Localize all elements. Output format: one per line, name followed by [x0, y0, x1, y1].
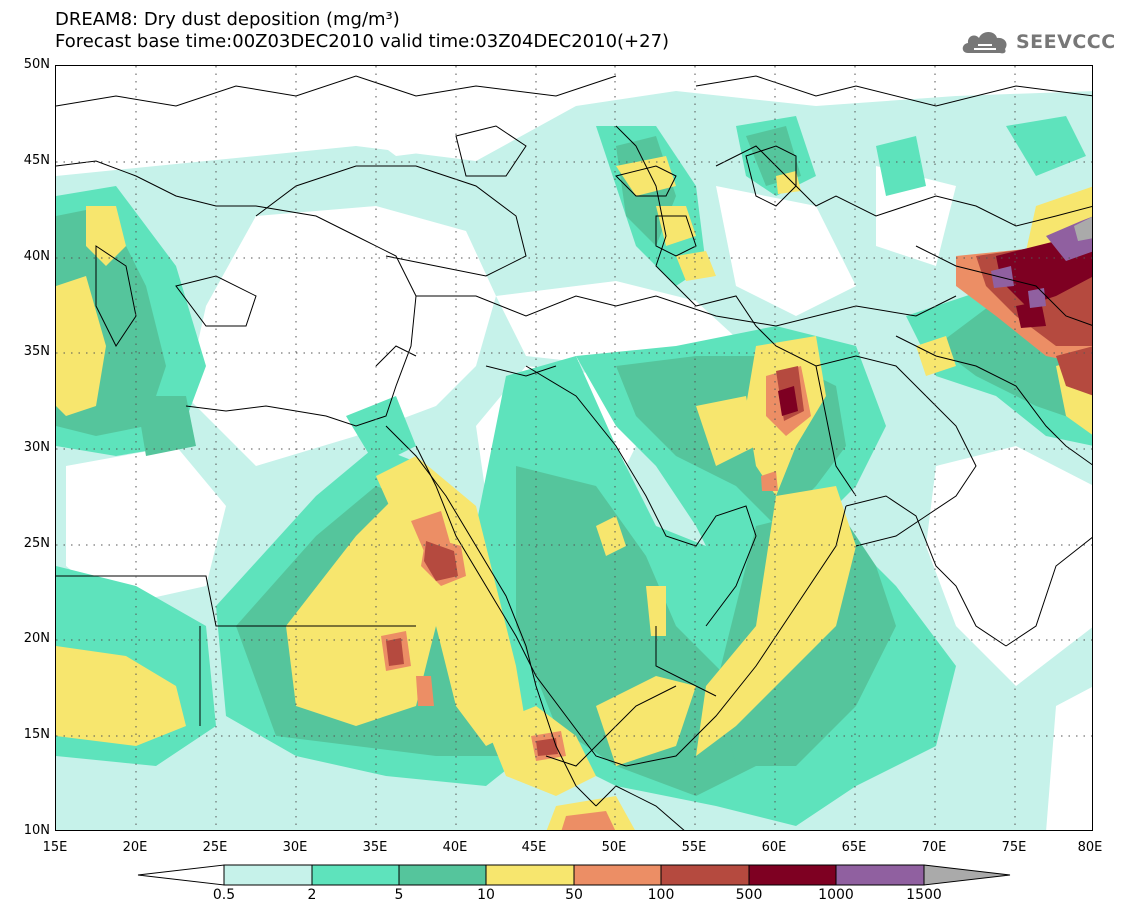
lon-label: 80E — [1077, 840, 1103, 855]
map-title: DREAM8: Dry dust deposition (mg/m³) — [55, 9, 400, 30]
colorbar-label: 50 — [565, 887, 583, 903]
lon-label: 40E — [442, 840, 468, 855]
colorbar-under-triangle — [137, 864, 225, 886]
colorbar-label: 10 — [477, 887, 495, 903]
dust-deposition-field — [56, 66, 1092, 830]
colorbar-swatch — [835, 864, 925, 886]
lon-label: 30E — [282, 840, 308, 855]
colorbar-over-triangle — [923, 864, 1011, 886]
colorbar-swatch — [660, 864, 750, 886]
colorbar-label: 5 — [394, 887, 404, 903]
colorbar-swatch — [573, 864, 662, 886]
colorbar-swatch — [485, 864, 575, 886]
lat-label: 30N — [23, 440, 50, 455]
lon-label: 25E — [202, 840, 228, 855]
lat-label: 15N — [23, 727, 50, 742]
colorbar-label: 500 — [735, 887, 763, 903]
colorbar-label: 1000 — [818, 887, 854, 903]
logo-text: SEEVCCC — [1016, 31, 1116, 53]
lon-label: 55E — [681, 840, 707, 855]
colorbar — [137, 864, 1011, 886]
lon-label: 45E — [521, 840, 547, 855]
colorbar-swatch — [748, 864, 837, 886]
lon-label: 15E — [42, 840, 68, 855]
above-1500-areas — [1074, 217, 1092, 241]
lon-label: 50E — [601, 840, 627, 855]
lon-label: 35E — [362, 840, 388, 855]
lon-label: 60E — [761, 840, 787, 855]
map-panel — [55, 65, 1093, 831]
lat-label: 20N — [23, 631, 50, 646]
colorbar-label: 2 — [307, 887, 317, 903]
colorbar-swatch — [398, 864, 487, 886]
colorbar-label: 100 — [647, 887, 675, 903]
lon-label: 65E — [841, 840, 867, 855]
colorbar-swatch — [223, 864, 313, 886]
lat-label: 50N — [23, 57, 50, 72]
lon-label: 20E — [122, 840, 148, 855]
graticule — [56, 66, 1092, 830]
lon-label: 75E — [1001, 840, 1027, 855]
cloud-icon — [962, 32, 1007, 54]
coastlines-borders — [56, 75, 1092, 830]
colorbar-label: 0.5 — [212, 887, 236, 903]
level-10-50-areas — [56, 156, 1092, 830]
lat-label: 45N — [23, 153, 50, 168]
lon-label: 70E — [921, 840, 947, 855]
lat-label: 40N — [23, 249, 50, 264]
lat-label: 35N — [23, 344, 50, 359]
colorbar-swatch — [311, 864, 400, 886]
colorbar-label: 1500 — [906, 887, 942, 903]
lat-label: 10N — [23, 823, 50, 838]
seevccc-logo: SEEVCCC — [960, 26, 1116, 58]
lat-label: 25N — [23, 536, 50, 551]
forecast-time-subtitle: Forecast base time:00Z03DEC2010 valid ti… — [55, 31, 670, 52]
